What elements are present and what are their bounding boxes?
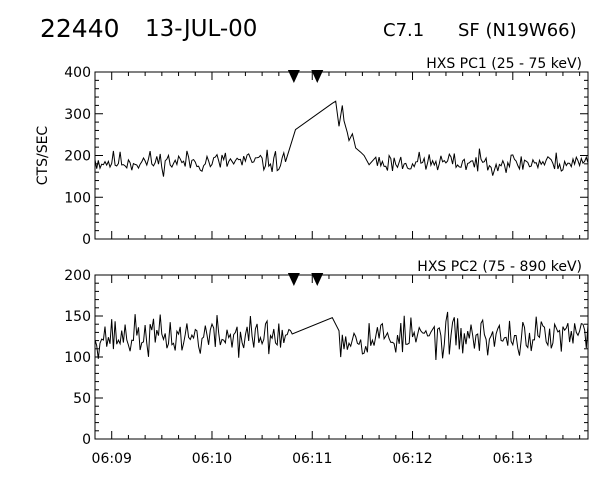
plot-frame-2 — [94, 274, 589, 440]
event-id: 22440 — [40, 14, 120, 43]
time-marker — [311, 273, 324, 286]
event-date: 13-JUL-00 — [145, 16, 258, 42]
y-tick-label: 200 — [64, 268, 91, 284]
y-tick-label: 0 — [82, 432, 91, 448]
y-tick-label: 150 — [64, 309, 91, 325]
flare-location: SF (N19W66) — [458, 20, 577, 41]
x-tick-label: 06:09 — [92, 451, 132, 467]
flare-class: C7.1 — [383, 20, 425, 41]
y-tick-label: 100 — [64, 350, 91, 366]
series-line-2 — [94, 311, 589, 361]
y-tick-label: 300 — [64, 107, 91, 123]
time-marker — [287, 70, 300, 83]
y-tick-label: 200 — [64, 149, 91, 165]
series-line-1 — [94, 100, 589, 177]
x-tick-label: 06:10 — [192, 451, 232, 467]
y-tick-label: 50 — [73, 391, 91, 407]
x-tick-label: 06:11 — [292, 451, 332, 467]
x-tick-label: 06:12 — [392, 451, 432, 467]
panel-title: HXS PC1 (25 - 75 keV) — [426, 56, 582, 72]
x-tick-label: 06:13 — [493, 451, 533, 467]
y-tick-label: 100 — [64, 190, 91, 206]
y-tick-label: 0 — [82, 232, 91, 248]
y-axis-label: CTS/SEC — [35, 126, 51, 186]
panel-title: HXS PC2 (75 - 890 keV) — [417, 259, 582, 275]
y-tick-label: 400 — [64, 65, 91, 81]
time-marker — [287, 273, 300, 286]
time-marker — [311, 70, 324, 83]
